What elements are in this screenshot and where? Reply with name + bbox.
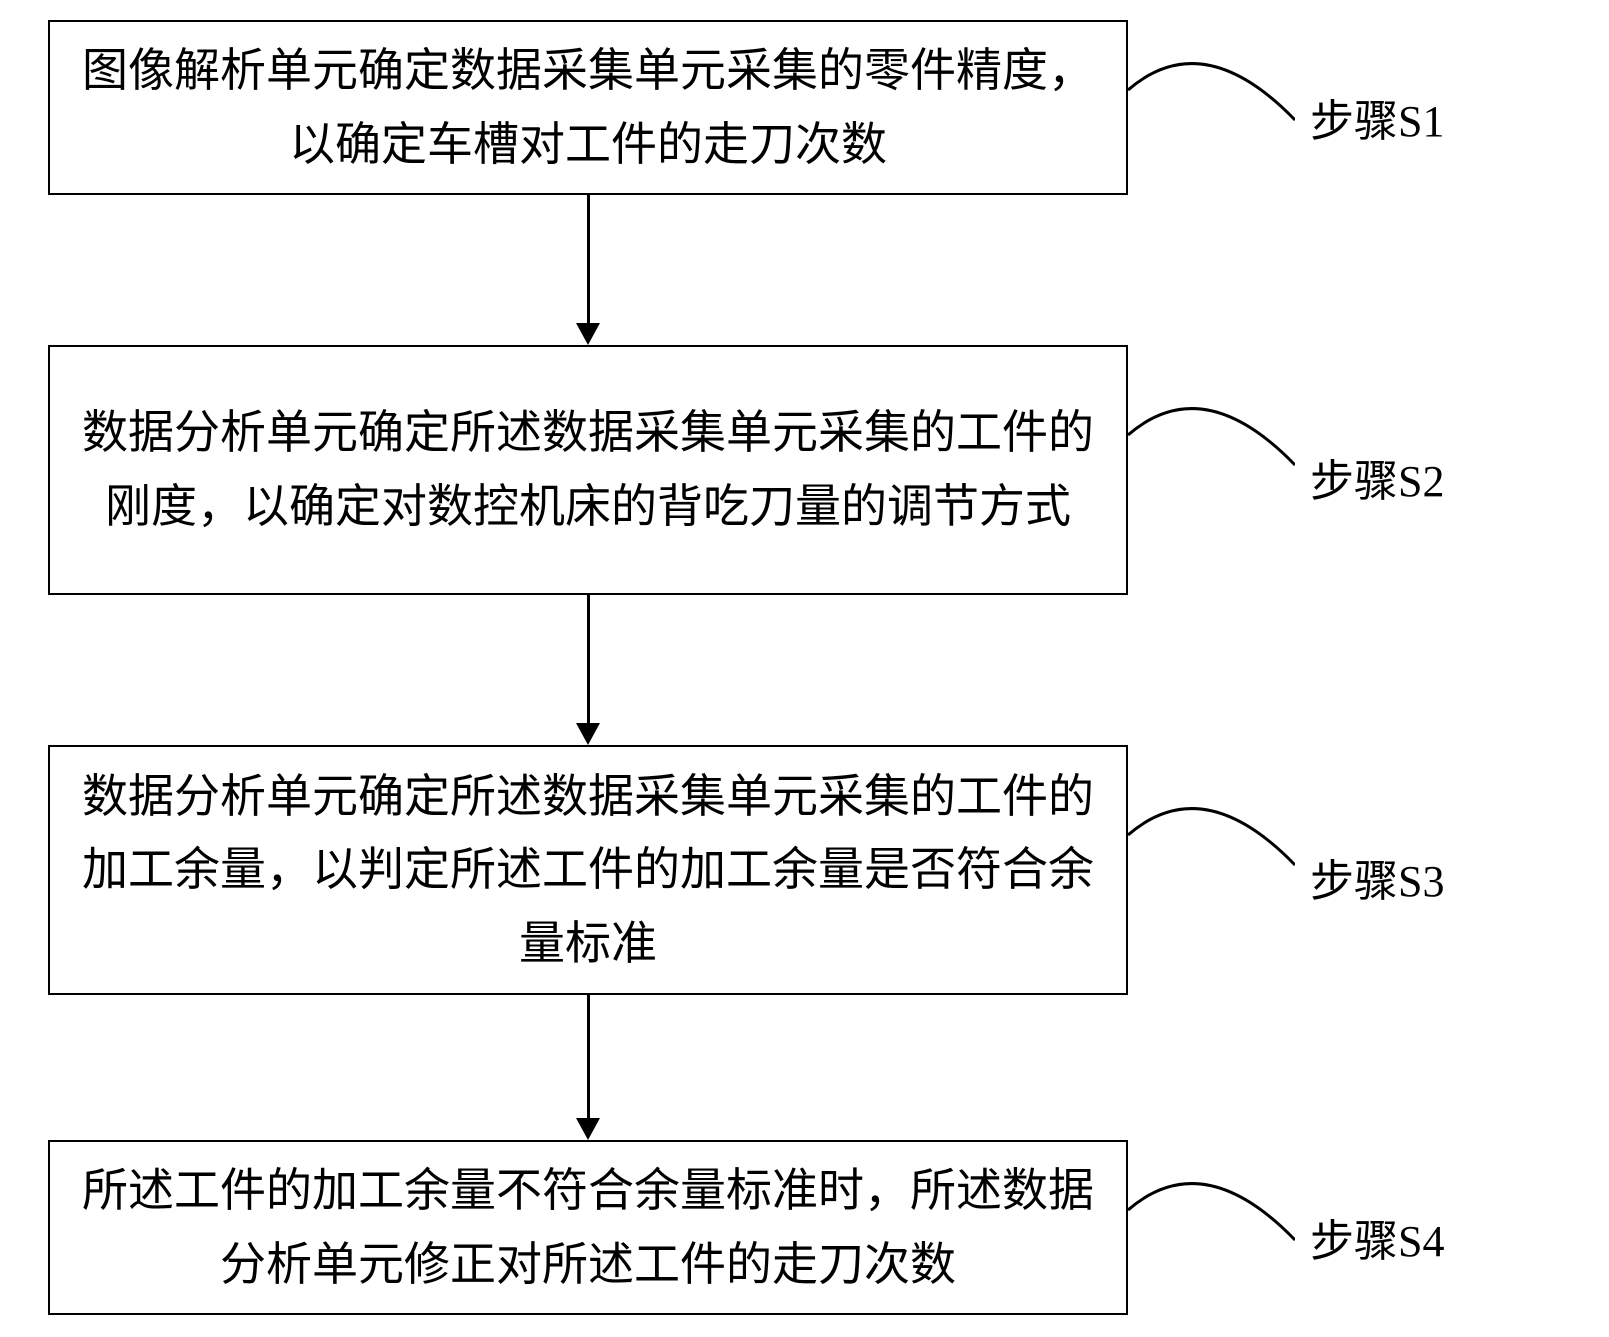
arrow-shaft-1 xyxy=(587,195,590,323)
step-text: 所述工件的加工余量不符合余量标准时，所述数据分析单元修正对所述工件的走刀次数 xyxy=(70,1154,1106,1301)
arrow-head-1 xyxy=(576,323,600,345)
step-box-3: 数据分析单元确定所述数据采集单元采集的工件的加工余量，以判定所述工件的加工余量是… xyxy=(48,745,1128,995)
flowchart-canvas: 图像解析单元确定数据采集单元采集的零件精度，以确定车槽对工件的走刀次数 步骤S1 数… xyxy=(0,0,1609,1337)
step-box-4: 所述工件的加工余量不符合余量标准时，所述数据分析单元修正对所述工件的走刀次数 xyxy=(48,1140,1128,1315)
connector-curve-1 xyxy=(1128,50,1295,160)
step-box-1: 图像解析单元确定数据采集单元采集的零件精度，以确定车槽对工件的走刀次数 xyxy=(48,20,1128,195)
arrow-head-2 xyxy=(576,723,600,745)
step-box-2: 数据分析单元确定所述数据采集单元采集的工件的刚度，以确定对数控机床的背吃刀量的调… xyxy=(48,345,1128,595)
arrow-shaft-2 xyxy=(587,595,590,723)
arrow-head-3 xyxy=(576,1118,600,1140)
step-label-4: 步骤S4 xyxy=(1310,1205,1444,1269)
connector-curve-3 xyxy=(1128,795,1295,905)
step-text: 数据分析单元确定所述数据采集单元采集的工件的加工余量，以判定所述工件的加工余量是… xyxy=(70,760,1106,981)
step-text: 数据分析单元确定所述数据采集单元采集的工件的刚度，以确定对数控机床的背吃刀量的调… xyxy=(70,396,1106,543)
step-label-3: 步骤S3 xyxy=(1310,845,1444,909)
connector-curve-4 xyxy=(1128,1170,1295,1280)
connector-curve-2 xyxy=(1128,395,1295,505)
step-text: 图像解析单元确定数据采集单元采集的零件精度，以确定车槽对工件的走刀次数 xyxy=(70,34,1106,181)
step-label-2: 步骤S2 xyxy=(1310,445,1444,509)
step-label-1: 步骤S1 xyxy=(1310,85,1444,149)
arrow-shaft-3 xyxy=(587,995,590,1118)
